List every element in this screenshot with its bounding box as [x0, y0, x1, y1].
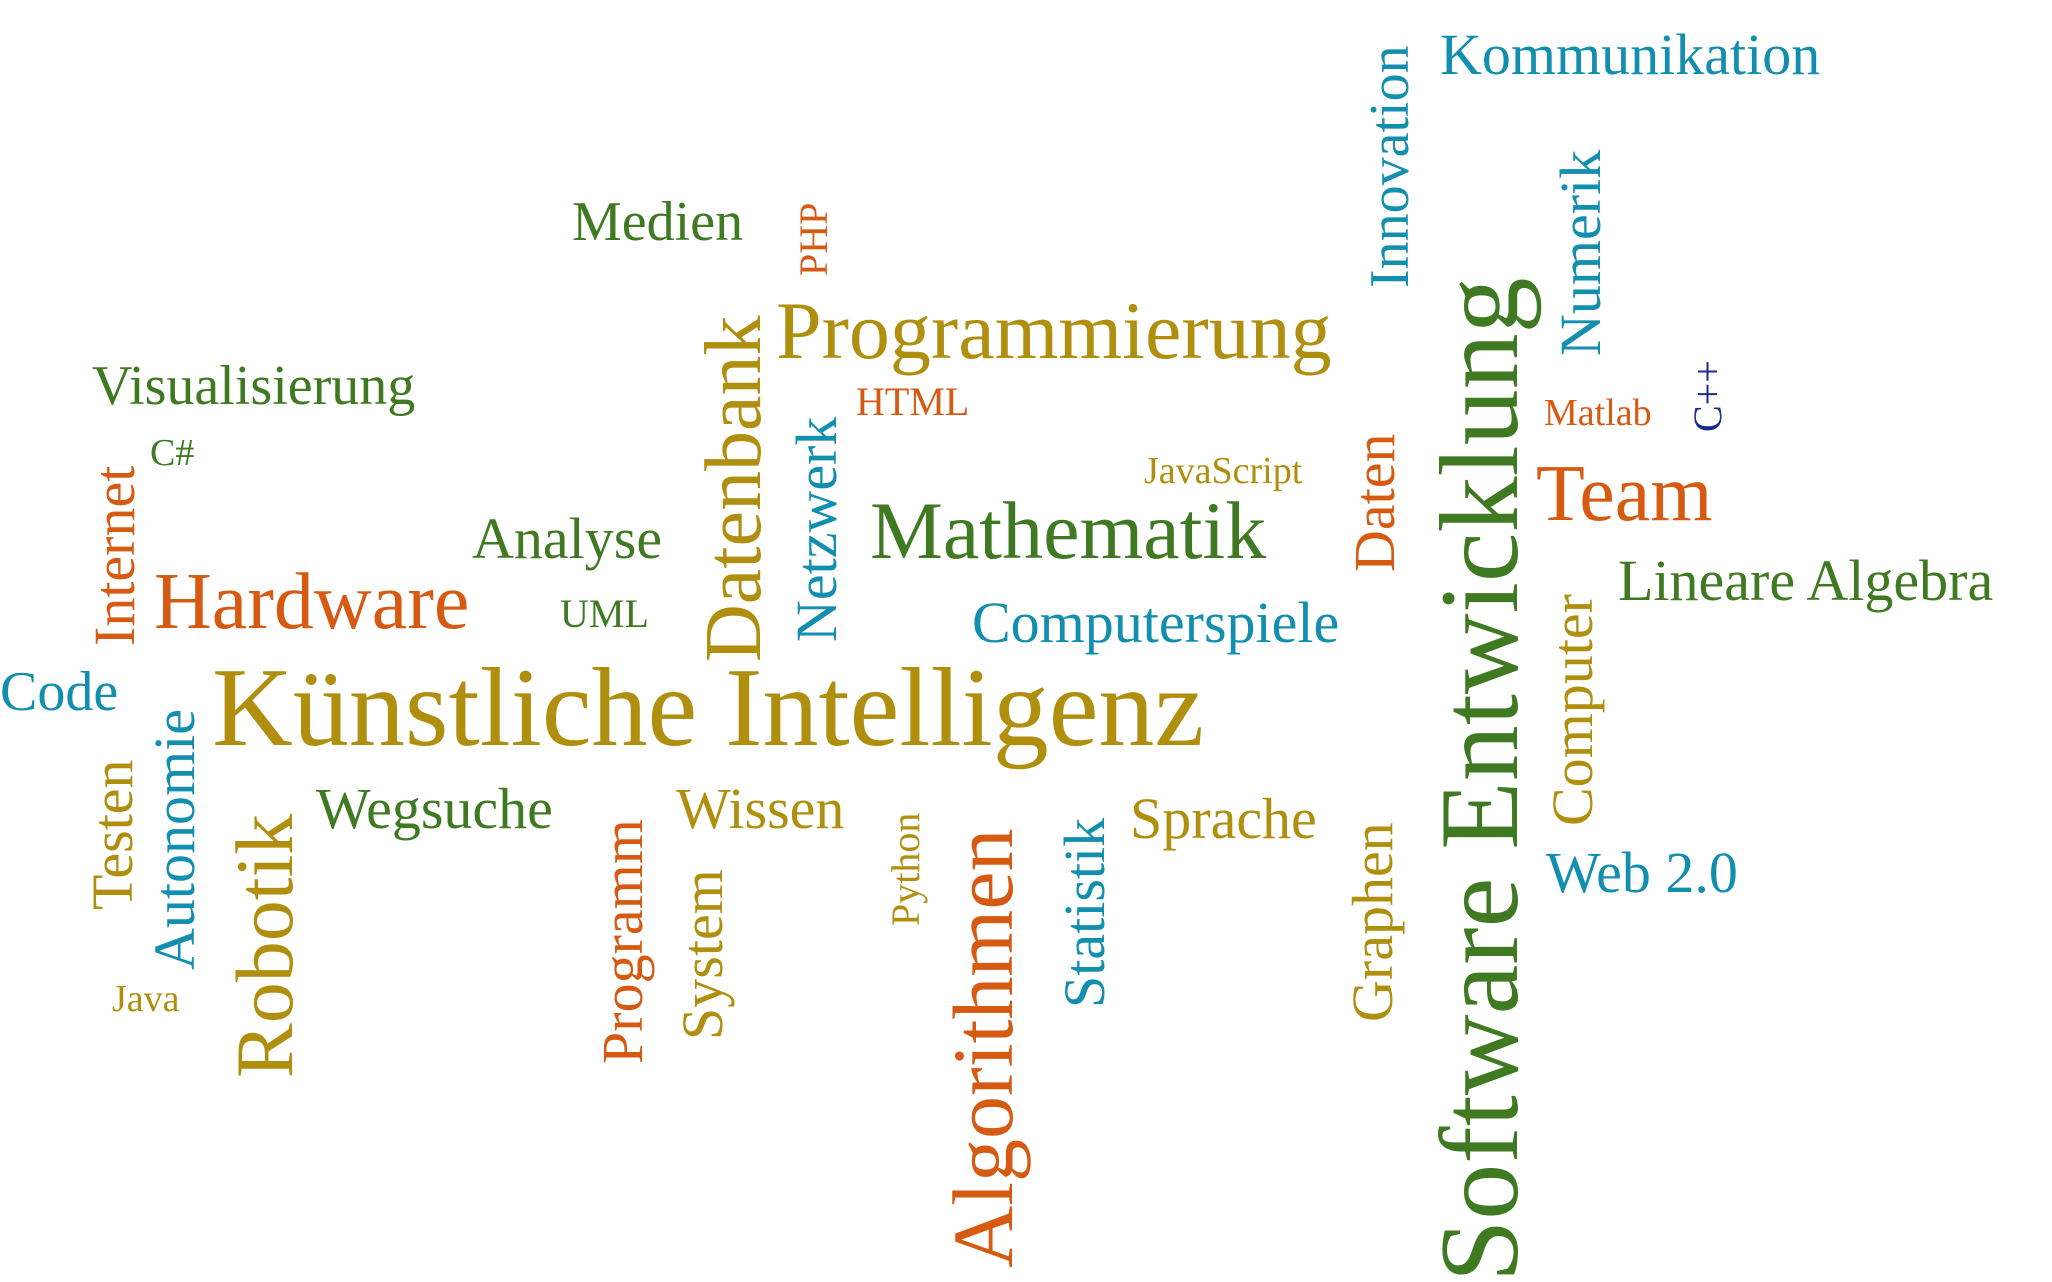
word-code: Code: [0, 661, 119, 723]
word-wegsuche: Wegsuche: [316, 776, 553, 841]
word-team: Team: [1536, 450, 1713, 538]
word-lineare-algebra: Lineare Algebra: [1618, 548, 1994, 613]
word-wissen: Wissen: [676, 776, 845, 841]
word-statistik: Statistik: [1052, 817, 1117, 1008]
word-autonomie: Autonomie: [142, 709, 207, 970]
word-netzwerk: Netzwerk: [784, 416, 849, 642]
word-hardware: Hardware: [154, 558, 470, 646]
word-computer: Computer: [1540, 594, 1605, 826]
word-numerik: Numerik: [1548, 149, 1613, 356]
word-robotik: Robotik: [219, 813, 310, 1078]
word-medien: Medien: [572, 191, 744, 253]
word-matlab: Matlab: [1544, 392, 1652, 434]
word-mathematik: Mathematik: [870, 485, 1267, 576]
word-innovation: Innovation: [1359, 45, 1421, 288]
word-datenbank: Datenbank: [690, 315, 778, 662]
word-javascript: JavaScript: [1144, 450, 1303, 492]
word-daten: Daten: [1342, 433, 1407, 573]
word-python: Python: [883, 812, 928, 926]
word-internet: Internet: [82, 465, 147, 646]
word-testen: Testen: [80, 759, 145, 910]
word-html: HTML: [856, 379, 970, 424]
word-system: System: [670, 869, 735, 1040]
word-sprache: Sprache: [1130, 786, 1317, 851]
word-visualisierung: Visualisierung: [92, 355, 416, 417]
word-programmierung: Programmierung: [776, 285, 1332, 376]
word-algorithmen: Algorithmen: [935, 828, 1031, 1269]
word-software-entwicklung: Software Entwicklung: [1418, 277, 1542, 1282]
word-kuenstliche-intelligenz: Künstliche Intelligenz: [212, 646, 1205, 770]
word-graphen: Graphen: [1340, 822, 1405, 1022]
word-web20: Web 2.0: [1546, 840, 1738, 905]
word-cpp: C++: [1685, 360, 1730, 432]
word-uml: UML: [560, 591, 649, 636]
word-php: PHP: [791, 202, 836, 276]
word-kommunikation: Kommunikation: [1440, 22, 1821, 87]
word-programm: Programm: [590, 819, 655, 1064]
word-java: Java: [112, 978, 180, 1020]
word-analyse: Analyse: [472, 506, 663, 571]
word-csharp: C#: [150, 432, 195, 474]
word-computerspiele: Computerspiele: [972, 590, 1340, 655]
